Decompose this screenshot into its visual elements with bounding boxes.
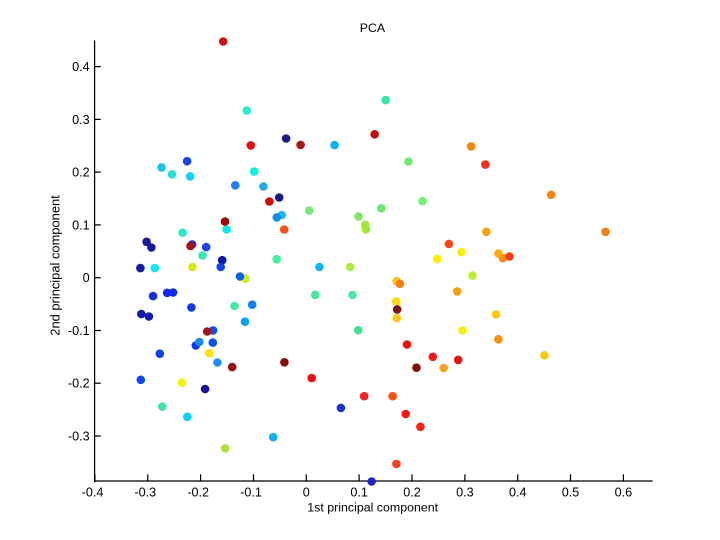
svg-text:0.6: 0.6	[615, 485, 633, 499]
svg-text:0.3: 0.3	[456, 485, 474, 499]
svg-text:-0.4: -0.4	[82, 485, 104, 499]
svg-text:0.4: 0.4	[72, 60, 90, 74]
svg-text:0.4: 0.4	[509, 485, 527, 499]
svg-text:0.1: 0.1	[72, 218, 90, 232]
svg-text:-0.1: -0.1	[240, 485, 262, 499]
svg-text:-0.3: -0.3	[134, 485, 156, 499]
svg-text:0.2: 0.2	[403, 485, 421, 499]
svg-text:0.3: 0.3	[72, 113, 90, 127]
svg-text:-0.2: -0.2	[187, 485, 209, 499]
svg-text:0.2: 0.2	[72, 166, 90, 180]
svg-text:-0.1: -0.1	[68, 324, 90, 338]
svg-text:0: 0	[83, 271, 90, 285]
svg-text:-0.2: -0.2	[68, 377, 90, 391]
svg-text:PCA: PCA	[360, 21, 386, 35]
svg-text:-0.3: -0.3	[68, 429, 90, 443]
svg-text:1st principal component: 1st principal component	[307, 500, 438, 514]
svg-text:0.1: 0.1	[350, 485, 368, 499]
svg-text:0: 0	[303, 485, 310, 499]
svg-text:0.5: 0.5	[562, 485, 580, 499]
svg-text:2nd principal component: 2nd principal component	[47, 195, 62, 336]
